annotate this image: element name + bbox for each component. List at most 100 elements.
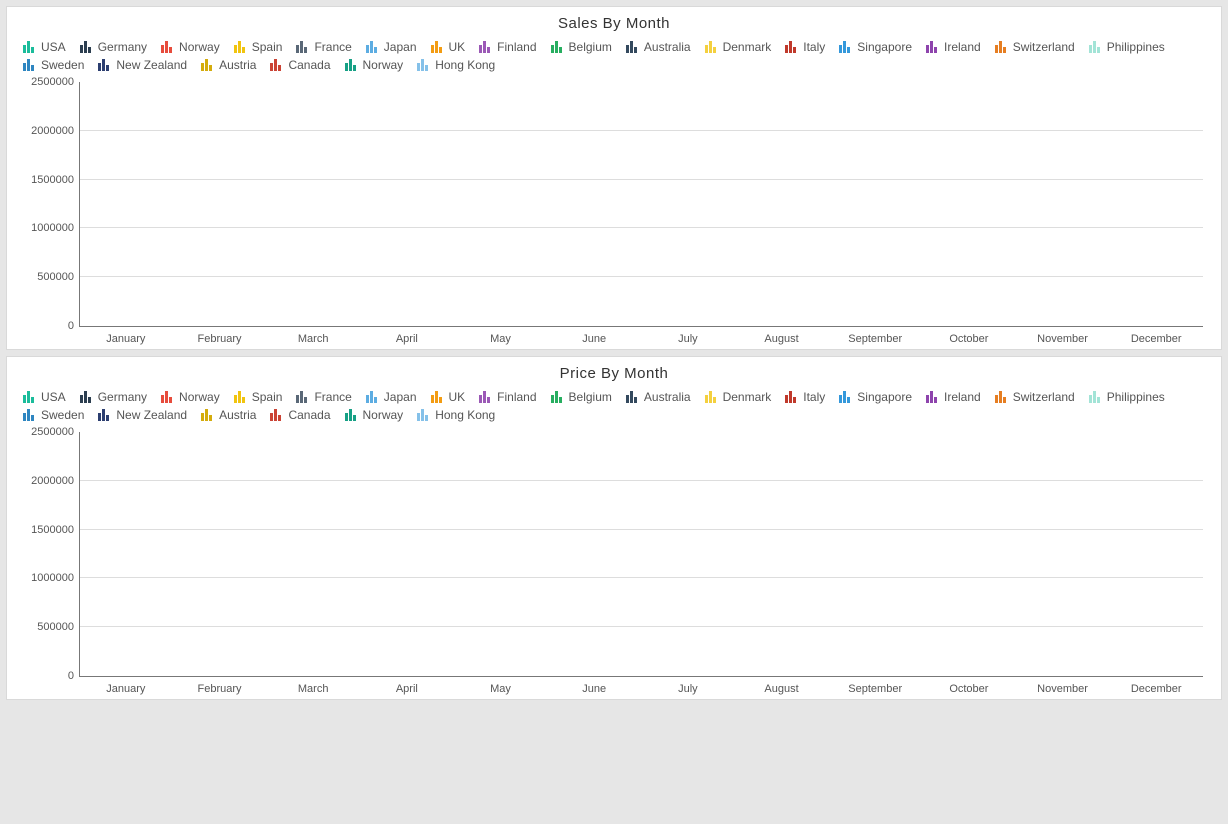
legend-swatch-icon [345, 59, 359, 71]
legend-item[interactable]: Ireland [926, 390, 981, 404]
legend-label: Sweden [41, 408, 84, 422]
legend-item[interactable]: Hong Kong [417, 408, 495, 422]
legend-item[interactable]: UK [431, 390, 466, 404]
legend-label: Denmark [723, 390, 772, 404]
legend-swatch-icon [23, 59, 37, 71]
bar-slot [641, 82, 735, 326]
legend-item[interactable]: Finland [479, 40, 536, 54]
legend-item[interactable]: USA [23, 40, 66, 54]
legend-item[interactable]: France [296, 40, 351, 54]
legend-label: Germany [98, 390, 147, 404]
legend-item[interactable]: Finland [479, 390, 536, 404]
legend-item[interactable]: USA [23, 390, 66, 404]
legend-item[interactable]: Denmark [705, 390, 772, 404]
legend-item[interactable]: Germany [80, 390, 147, 404]
bars-container [80, 82, 1203, 326]
x-axis-label: May [454, 333, 548, 345]
plot-area: 05000001000000150000020000002500000 [79, 82, 1203, 327]
legend-item[interactable]: Japan [366, 40, 417, 54]
legend-item[interactable]: Norway [161, 390, 220, 404]
legend-label: New Zealand [116, 58, 187, 72]
chart-legend: USA Germany Norway Spain France Japan UK Finlan… [19, 40, 1209, 72]
legend-item[interactable]: Belgium [551, 40, 612, 54]
legend-item[interactable]: New Zealand [98, 408, 187, 422]
legend-item[interactable]: Germany [80, 40, 147, 54]
legend-swatch-icon [417, 59, 431, 71]
legend-label: Austria [219, 408, 256, 422]
legend-item[interactable]: Spain [234, 390, 283, 404]
legend-swatch-icon [626, 41, 640, 53]
legend-label: Singapore [857, 390, 912, 404]
legend-label: Spain [252, 40, 283, 54]
legend-item[interactable]: Canada [270, 408, 330, 422]
bar-slot [548, 432, 642, 676]
legend-label: Denmark [723, 40, 772, 54]
legend-label: Philippines [1107, 40, 1165, 54]
x-axis-label: April [360, 683, 454, 695]
x-axis-label: December [1109, 333, 1203, 345]
legend-swatch-icon [296, 391, 310, 403]
legend-label: New Zealand [116, 408, 187, 422]
legend-item[interactable]: Spain [234, 40, 283, 54]
y-axis-label: 0 [68, 320, 74, 332]
legend-item[interactable]: Italy [785, 390, 825, 404]
x-axis-label: January [79, 683, 173, 695]
bar-slot [267, 82, 361, 326]
legend-swatch-icon [479, 391, 493, 403]
legend-item[interactable]: New Zealand [98, 58, 187, 72]
legend-label: Switzerland [1013, 390, 1075, 404]
legend-item[interactable]: France [296, 390, 351, 404]
legend-item[interactable]: UK [431, 40, 466, 54]
legend-label: Italy [803, 390, 825, 404]
legend-item[interactable]: Switzerland [995, 390, 1075, 404]
legend-item[interactable]: Philippines [1089, 390, 1165, 404]
bar-slot [1109, 432, 1203, 676]
legend-item[interactable]: Norway [345, 408, 404, 422]
legend-swatch-icon [785, 391, 799, 403]
legend-item[interactable]: Australia [626, 390, 691, 404]
legend-item[interactable]: Belgium [551, 390, 612, 404]
legend-swatch-icon [98, 409, 112, 421]
legend-item[interactable]: Italy [785, 40, 825, 54]
legend-label: Finland [497, 40, 536, 54]
legend-swatch-icon [551, 391, 565, 403]
legend-item[interactable]: Austria [201, 58, 256, 72]
legend-item[interactable]: Switzerland [995, 40, 1075, 54]
bar-slot [80, 82, 174, 326]
legend-swatch-icon [366, 41, 380, 53]
legend-swatch-icon [431, 391, 445, 403]
chart-title: Sales By Month [19, 15, 1209, 32]
x-axis-label: July [641, 683, 735, 695]
legend-item[interactable]: Norway [345, 58, 404, 72]
legend-swatch-icon [201, 409, 215, 421]
legend-item[interactable]: Austria [201, 408, 256, 422]
legend-item[interactable]: Denmark [705, 40, 772, 54]
legend-item[interactable]: Singapore [839, 390, 912, 404]
legend-label: Norway [363, 58, 404, 72]
legend-item[interactable]: Japan [366, 390, 417, 404]
x-axis-label: February [173, 333, 267, 345]
legend-label: Canada [288, 408, 330, 422]
x-axis-label: November [1016, 333, 1110, 345]
legend-item[interactable]: Philippines [1089, 40, 1165, 54]
legend-item[interactable]: Ireland [926, 40, 981, 54]
x-axis-label: April [360, 333, 454, 345]
y-axis-label: 500000 [37, 271, 74, 283]
chart-panel-sales: Sales By Month USA Germany Norway Spain Franc… [6, 6, 1222, 350]
x-axis-label: August [735, 333, 829, 345]
legend-label: Finland [497, 390, 536, 404]
y-axis-label: 2000000 [31, 475, 74, 487]
bar-slot [174, 82, 268, 326]
legend-item[interactable]: Singapore [839, 40, 912, 54]
legend-swatch-icon [995, 391, 1009, 403]
x-axis-label: October [922, 683, 1016, 695]
legend-item[interactable]: Australia [626, 40, 691, 54]
bar-slot [267, 432, 361, 676]
legend-item[interactable]: Sweden [23, 58, 84, 72]
legend-item[interactable]: Canada [270, 58, 330, 72]
legend-item[interactable]: Hong Kong [417, 58, 495, 72]
legend-swatch-icon [234, 391, 248, 403]
legend-item[interactable]: Sweden [23, 408, 84, 422]
legend-swatch-icon [926, 41, 940, 53]
legend-item[interactable]: Norway [161, 40, 220, 54]
